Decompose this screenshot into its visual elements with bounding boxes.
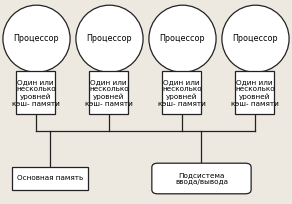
FancyBboxPatch shape <box>235 71 274 114</box>
Ellipse shape <box>149 5 216 72</box>
Text: Процессор: Процессор <box>160 34 205 43</box>
Text: Процессор: Процессор <box>233 34 278 43</box>
Text: Подсистема
ввода/вывода: Подсистема ввода/вывода <box>175 172 228 185</box>
Ellipse shape <box>76 5 143 72</box>
Text: Один или
несколько
уровней
кэш- памяти: Один или несколько уровней кэш- памяти <box>158 79 206 107</box>
FancyBboxPatch shape <box>152 163 251 194</box>
Ellipse shape <box>222 5 289 72</box>
FancyBboxPatch shape <box>89 71 128 114</box>
FancyBboxPatch shape <box>162 71 201 114</box>
FancyBboxPatch shape <box>12 167 88 190</box>
FancyBboxPatch shape <box>16 71 55 114</box>
Text: Один или
несколько
уровней
кэш- памяти: Один или несколько уровней кэш- памяти <box>12 79 60 107</box>
Text: Один или
несколько
уровней
кэш- памяти: Один или несколько уровней кэш- памяти <box>85 79 133 107</box>
Text: Процессор: Процессор <box>14 34 59 43</box>
Text: Основная память: Основная память <box>17 175 83 182</box>
Text: Один или
несколько
уровней
кэш- памяти: Один или несколько уровней кэш- памяти <box>231 79 279 107</box>
Text: Процессор: Процессор <box>87 34 132 43</box>
Ellipse shape <box>3 5 70 72</box>
